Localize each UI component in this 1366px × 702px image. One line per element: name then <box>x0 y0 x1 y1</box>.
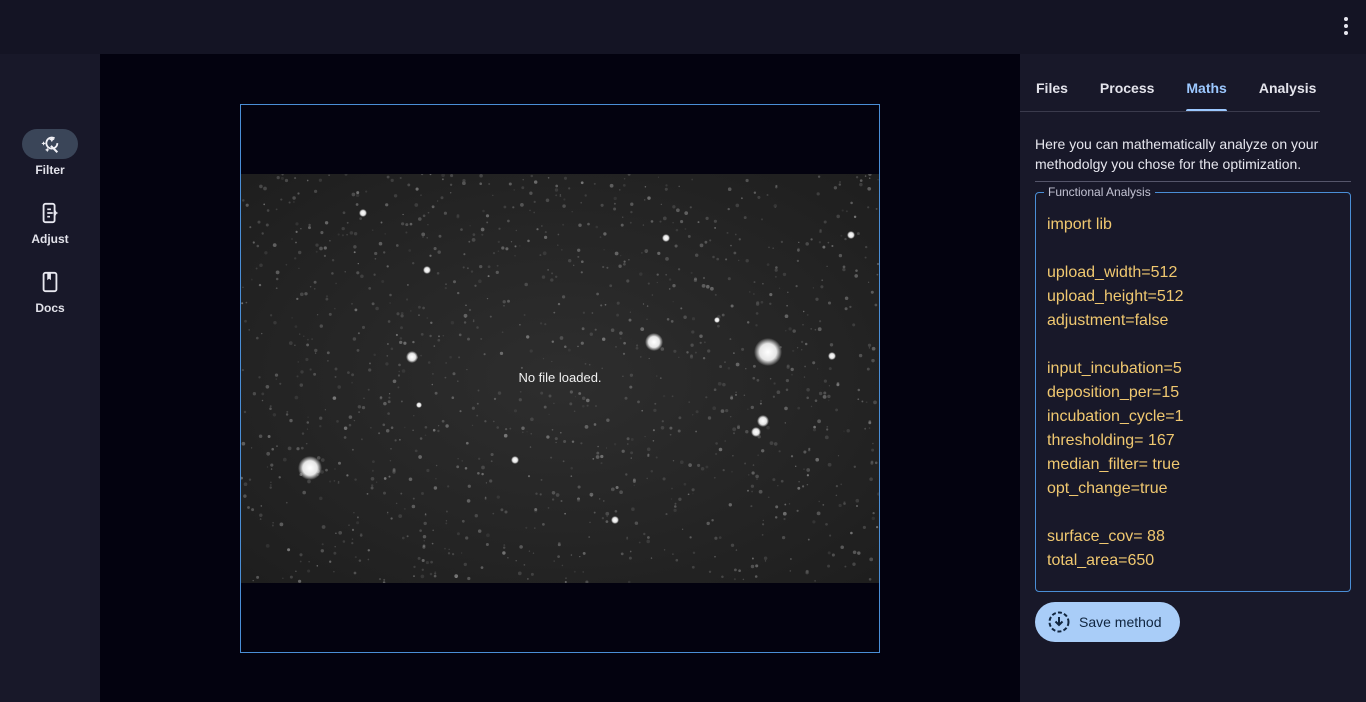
download-circle-icon <box>1048 611 1070 633</box>
panel-tabs: Files Process Maths Analysis <box>1020 68 1316 112</box>
description-divider <box>1035 181 1351 182</box>
image-frame: No file loaded. <box>240 104 880 653</box>
no-file-message: No file loaded. <box>518 370 602 385</box>
tab-analysis[interactable]: Analysis <box>1258 80 1317 96</box>
filter-auto-fix-icon <box>22 129 78 159</box>
save-method-label: Save method <box>1079 614 1162 630</box>
rail-item-docs[interactable]: Docs <box>0 267 100 315</box>
navigation-rail: Filter Adjust Docs <box>0 54 100 702</box>
rail-item-filter[interactable]: Filter <box>0 129 100 177</box>
rail-label-docs: Docs <box>35 301 65 315</box>
book-icon <box>22 267 78 297</box>
tab-process[interactable]: Process <box>1099 80 1155 96</box>
maths-description: Here you can mathematically analyze on y… <box>1035 136 1319 172</box>
side-panel: Files Process Maths Analysis Here you ca… <box>1020 54 1366 702</box>
more-vertical-icon[interactable] <box>1338 14 1354 38</box>
functional-analysis-legend: Functional Analysis <box>1044 185 1155 199</box>
phone-adjust-icon <box>22 198 78 228</box>
functional-analysis-code[interactable]: import lib upload_width=512 upload_heigh… <box>1047 216 1184 569</box>
rail-label-filter: Filter <box>35 163 65 177</box>
top-app-bar <box>0 0 1366 54</box>
rail-label-adjust: Adjust <box>31 232 69 246</box>
tabs-divider <box>1020 111 1320 112</box>
tab-maths[interactable]: Maths <box>1186 68 1228 112</box>
tab-files[interactable]: Files <box>1036 80 1068 96</box>
microscopy-image <box>241 174 879 583</box>
save-method-button[interactable]: Save method <box>1035 602 1180 642</box>
image-viewer: No file loaded. <box>100 54 1020 702</box>
functional-analysis-field[interactable]: Functional Analysis import lib upload_wi… <box>1035 185 1351 592</box>
rail-item-adjust[interactable]: Adjust <box>0 198 100 246</box>
